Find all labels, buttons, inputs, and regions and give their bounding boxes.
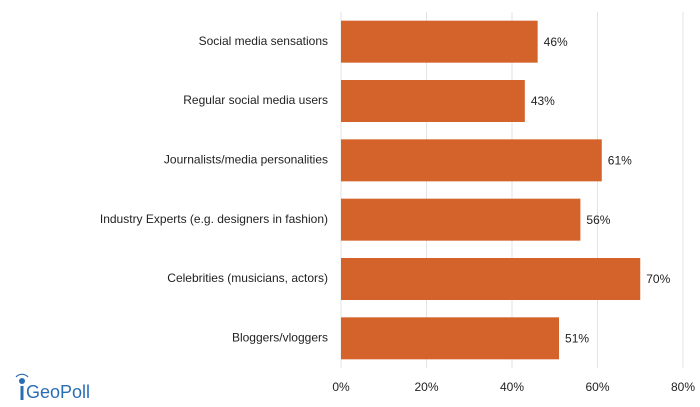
y-tick-label: Social media sensations	[199, 34, 328, 48]
logo: GeoPoll	[15, 373, 90, 402]
y-tick-label: Journalists/media personalities	[164, 153, 328, 167]
y-tick-label: Bloggers/vloggers	[232, 331, 328, 345]
x-tick-label: 0%	[332, 380, 350, 394]
logo-text: GeoPoll	[26, 382, 90, 402]
value-label: 51%	[565, 332, 589, 346]
logo-signal	[15, 373, 29, 378]
y-tick-label: Industry Experts (e.g. designers in fash…	[100, 212, 328, 226]
x-tick-label: 40%	[500, 380, 524, 394]
x-tick-label: 80%	[671, 380, 695, 394]
bar	[341, 258, 641, 300]
value-label: 70%	[646, 272, 670, 286]
value-label: 56%	[586, 213, 610, 227]
value-label: 43%	[531, 94, 555, 108]
bar	[341, 80, 525, 122]
logo-stem	[20, 386, 24, 400]
y-tick-label: Regular social media users	[183, 93, 328, 107]
logo-dot	[19, 378, 25, 384]
bar	[341, 317, 560, 360]
value-label: 61%	[608, 154, 632, 168]
x-tick-label: 20%	[414, 380, 438, 394]
bar	[341, 20, 538, 63]
bar	[341, 139, 602, 182]
y-tick-label: Celebrities (musicians, actors)	[167, 271, 328, 285]
x-tick-label: 60%	[585, 380, 609, 394]
bar	[341, 198, 581, 241]
value-label: 46%	[544, 35, 568, 49]
